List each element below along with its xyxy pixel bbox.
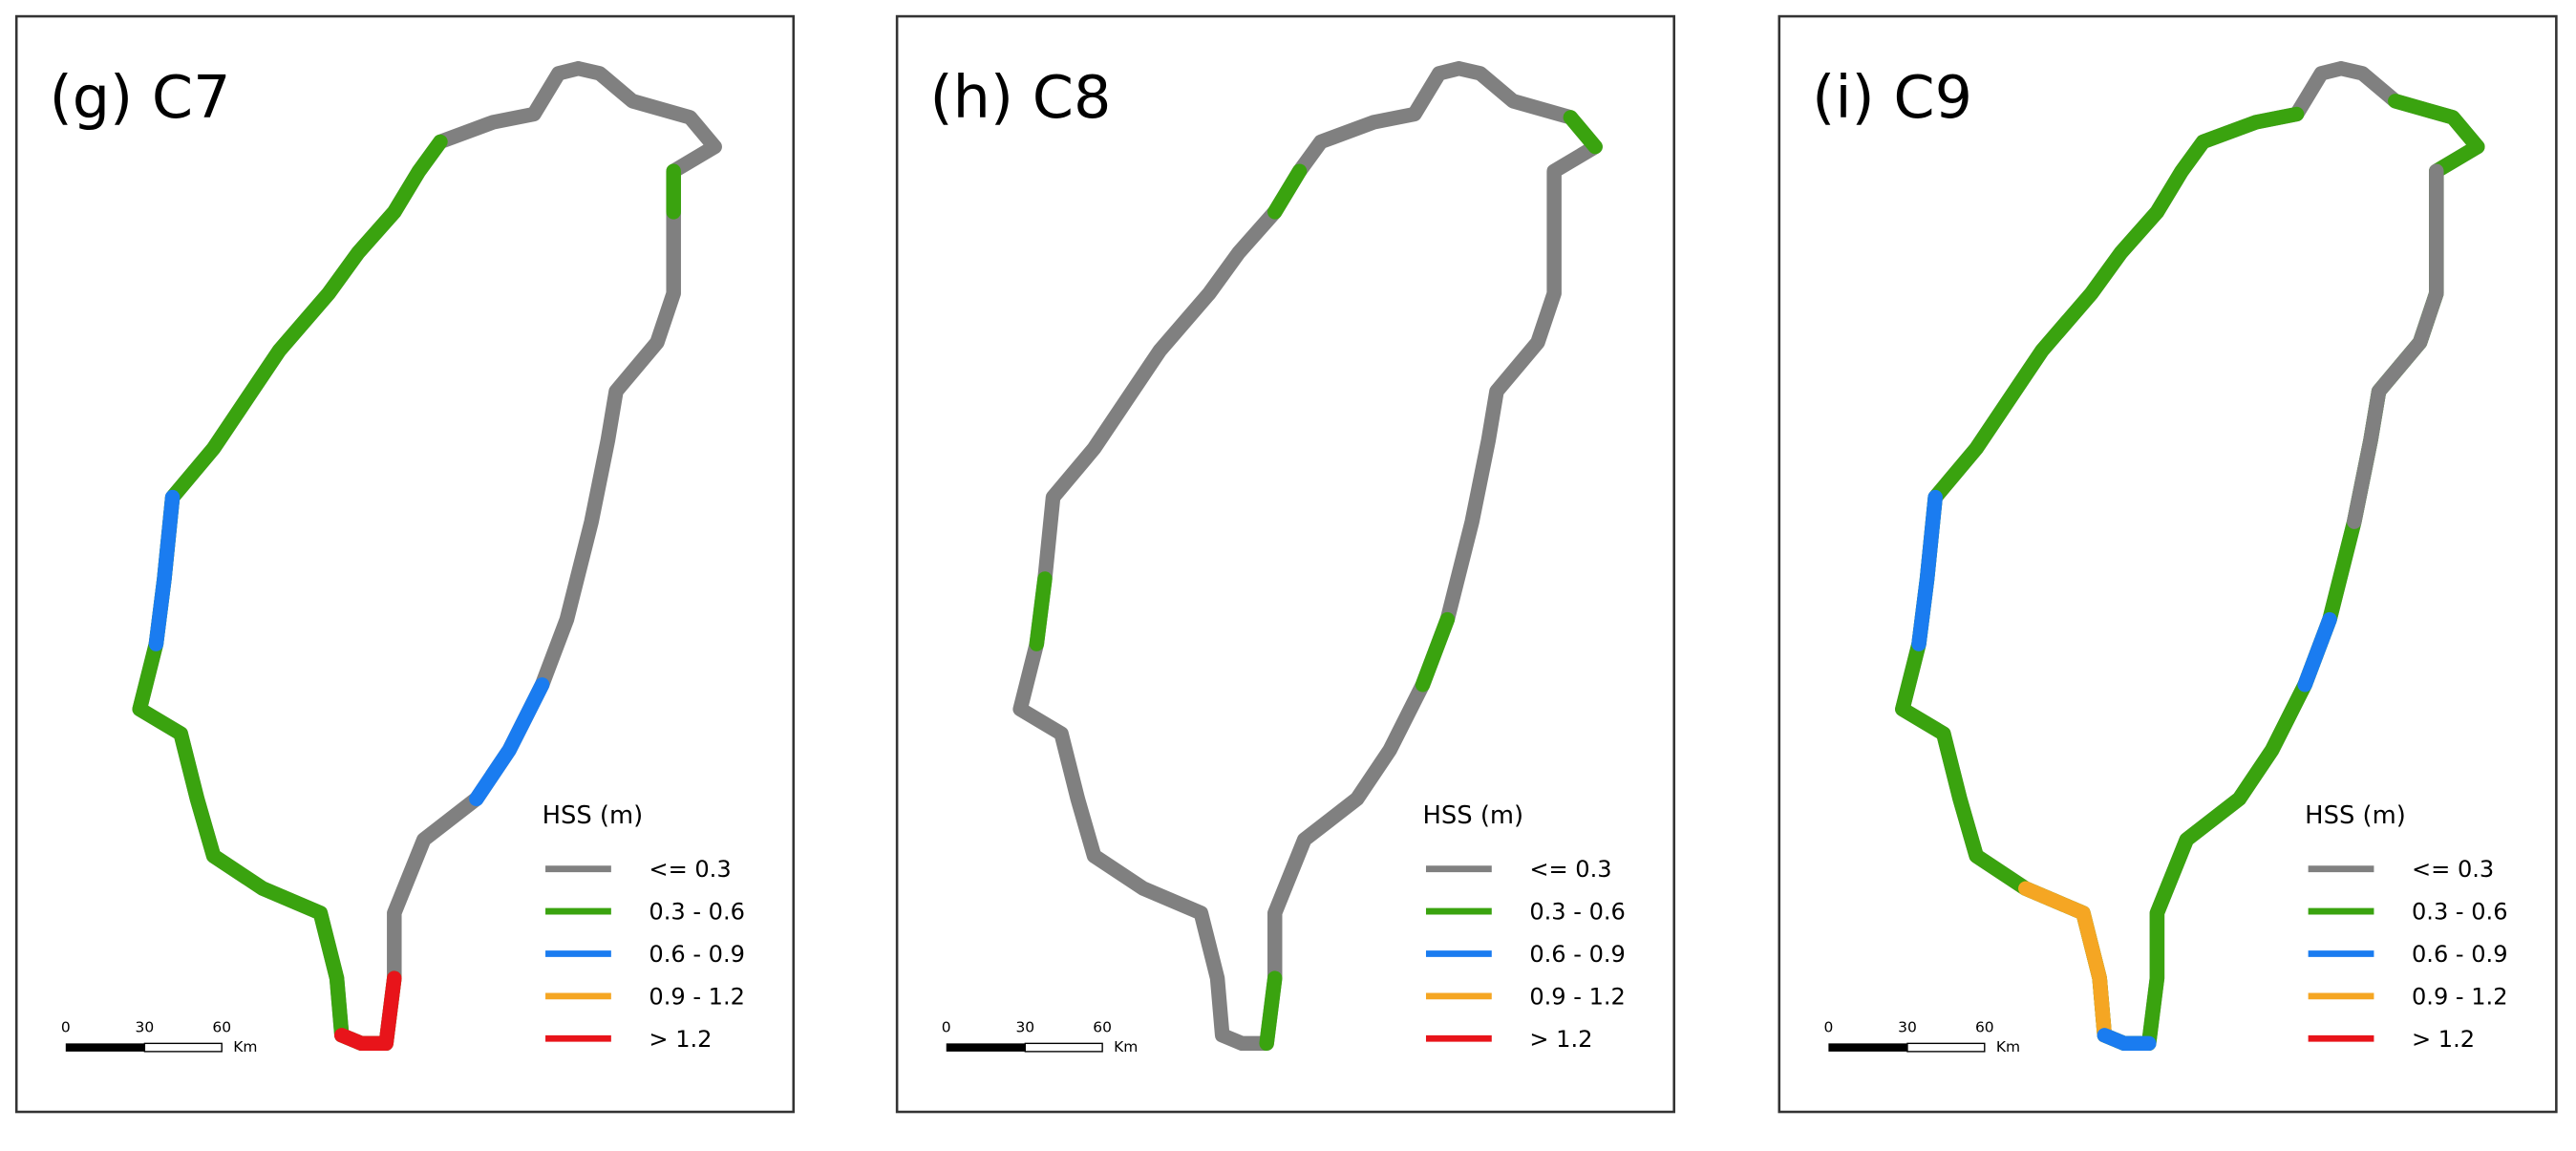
panel: (g) C7 HSS (m)<= 0.3 0.3 - 0.6 0.6 - 0.9 0.9… xyxy=(14,14,796,1114)
legend-title: HSS (m) xyxy=(2305,801,2406,830)
scale-label: 0 xyxy=(1823,1018,1833,1035)
coast-segment xyxy=(1259,970,1283,1052)
coast-segment xyxy=(469,677,550,807)
legend-label: 0.6 - 0.9 xyxy=(2412,941,2508,968)
legend-label: > 1.2 xyxy=(2412,1026,2475,1053)
scale-bar-light xyxy=(1906,1042,1986,1053)
coast-segment xyxy=(2097,1028,2157,1052)
coast-segment xyxy=(132,134,448,1052)
scale-label: 60 xyxy=(1975,1018,1994,1035)
scale-label: 60 xyxy=(1093,1018,1112,1035)
scale-label: 0 xyxy=(61,1018,71,1035)
coast-segment xyxy=(1911,489,1943,651)
legend-label: 0.3 - 0.6 xyxy=(649,899,745,926)
legend-label: 0.9 - 1.2 xyxy=(649,983,745,1010)
legend-label: 0.6 - 0.9 xyxy=(1529,941,1626,968)
legend-title: HSS (m) xyxy=(1423,801,1524,830)
scale-label: Km xyxy=(1114,1038,1138,1055)
coast-segment xyxy=(2018,881,2113,1043)
coast-segment xyxy=(1267,163,1308,220)
panel-title: (g) C7 xyxy=(50,63,231,132)
scale-label: Km xyxy=(233,1038,257,1055)
panel: (h) C8 HSS (m)<= 0.3 0.3 - 0.6 0.6 - 0.9 0.9… xyxy=(895,14,1675,1114)
scale-label: Km xyxy=(1996,1038,2020,1055)
scale-bar-light xyxy=(1024,1042,1103,1053)
legend-label: 0.3 - 0.6 xyxy=(1529,899,1626,926)
coast-segment xyxy=(1415,611,1456,693)
coast-segment xyxy=(148,489,181,651)
scale-label: 30 xyxy=(1015,1018,1034,1035)
legend-label: 0.3 - 0.6 xyxy=(2412,899,2508,926)
legend-label: 0.6 - 0.9 xyxy=(649,941,745,968)
scale-label: 30 xyxy=(1898,1018,1917,1035)
legend-label: <= 0.3 xyxy=(1529,856,1611,883)
legend-label: 0.9 - 1.2 xyxy=(2412,983,2508,1010)
panel: (i) C9 HSS (m)<= 0.3 0.3 - 0.6 0.6 - 0.9 0.9… xyxy=(1778,14,2558,1114)
legend-label: <= 0.3 xyxy=(649,856,731,883)
scale-bar-dark xyxy=(1828,1043,1907,1052)
legend-label: 0.9 - 1.2 xyxy=(1529,983,1626,1010)
coast-segment xyxy=(1029,571,1053,651)
coast-segment xyxy=(1563,110,1603,155)
scale-label: 30 xyxy=(136,1018,155,1035)
scale-bar-dark xyxy=(946,1043,1026,1052)
scale-bar-dark xyxy=(65,1043,145,1052)
legend-label: > 1.2 xyxy=(1529,1026,1592,1053)
coast-segment xyxy=(334,970,402,1052)
scale-label: 60 xyxy=(212,1018,231,1035)
legend-label: <= 0.3 xyxy=(2412,856,2494,883)
scale-bar-light xyxy=(143,1042,223,1053)
panel-title: (i) C9 xyxy=(1812,63,1972,132)
scale-label: 0 xyxy=(942,1018,951,1035)
legend-title: HSS (m) xyxy=(543,801,644,830)
coast-segment xyxy=(2297,611,2337,693)
coastline xyxy=(1012,61,1603,1052)
coast-segment xyxy=(2347,163,2444,529)
panel-title: (h) C8 xyxy=(930,63,1112,132)
legend-label: > 1.2 xyxy=(649,1026,712,1053)
